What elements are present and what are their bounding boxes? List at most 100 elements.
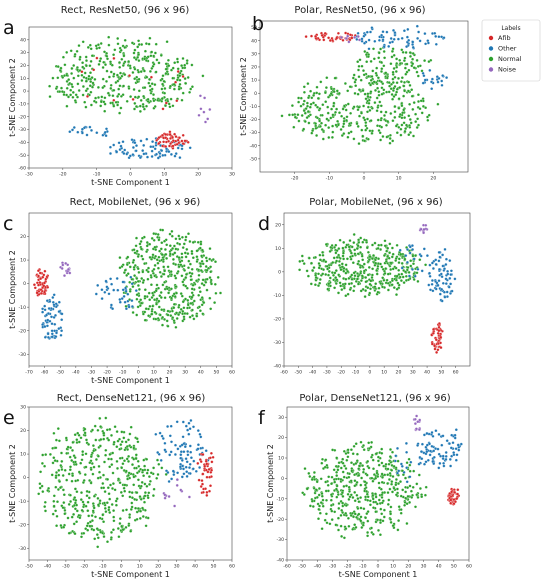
point-normal	[359, 289, 363, 293]
point-normal	[302, 90, 306, 94]
point-normal	[373, 258, 377, 262]
point-other	[181, 435, 185, 439]
point-normal	[311, 129, 315, 133]
point-normal	[345, 243, 349, 247]
point-normal	[372, 80, 376, 84]
point-normal	[122, 84, 126, 88]
point-other	[50, 329, 54, 333]
point-other	[172, 473, 176, 477]
point-afib	[341, 38, 345, 42]
point-normal	[81, 453, 85, 457]
point-normal	[73, 496, 77, 500]
point-normal	[132, 88, 136, 91]
point-normal	[69, 446, 73, 450]
point-afib	[39, 277, 43, 281]
point-normal	[330, 482, 333, 486]
point-normal	[138, 304, 142, 308]
point-normal	[411, 57, 415, 61]
point-other	[189, 456, 193, 460]
point-other	[166, 425, 170, 428]
point-afib	[452, 502, 456, 506]
point-normal	[181, 246, 185, 250]
point-noise	[353, 35, 357, 39]
point-normal	[153, 51, 157, 55]
point-normal	[320, 461, 324, 465]
point-normal	[91, 472, 95, 476]
point-normal	[342, 536, 346, 540]
point-other	[425, 450, 429, 454]
point-normal	[394, 257, 398, 260]
point-normal	[182, 315, 186, 319]
point-normal	[353, 512, 357, 516]
point-normal	[145, 250, 149, 254]
point-normal	[379, 80, 383, 84]
point-normal	[328, 522, 332, 526]
point-other	[420, 442, 424, 446]
point-normal	[370, 129, 374, 133]
point-normal	[159, 247, 163, 251]
point-normal	[132, 258, 136, 262]
point-normal	[342, 266, 346, 270]
point-other	[434, 262, 438, 266]
point-normal	[71, 440, 75, 444]
point-normal	[175, 317, 179, 320]
point-normal	[108, 452, 112, 456]
point-normal	[132, 248, 136, 252]
point-other	[455, 453, 459, 457]
point-normal	[412, 262, 415, 266]
point-normal	[190, 267, 194, 271]
point-other	[174, 443, 177, 447]
x-tick-label: -10	[93, 172, 101, 178]
point-normal	[97, 62, 101, 66]
point-other	[50, 315, 53, 319]
point-normal	[356, 108, 360, 112]
point-normal	[161, 228, 165, 232]
point-other	[115, 150, 119, 154]
point-other	[427, 283, 431, 287]
point-normal	[411, 485, 415, 489]
point-normal	[92, 506, 96, 510]
point-normal	[115, 497, 119, 501]
point-normal	[208, 247, 212, 251]
point-normal	[388, 455, 392, 459]
point-normal	[340, 288, 344, 292]
point-other	[438, 255, 442, 259]
point-normal	[157, 462, 161, 466]
point-normal	[396, 281, 400, 285]
point-other	[444, 457, 448, 461]
point-normal	[316, 502, 320, 506]
y-tick-label: 30	[251, 51, 257, 57]
point-normal	[187, 266, 190, 270]
point-normal	[143, 491, 147, 495]
point-normal	[208, 276, 212, 280]
point-normal	[146, 97, 150, 101]
point-normal	[48, 95, 52, 99]
point-normal	[54, 509, 58, 513]
point-normal	[181, 309, 185, 313]
point-normal	[381, 276, 385, 280]
point-afib	[208, 475, 212, 479]
point-normal	[209, 307, 213, 311]
point-other	[112, 288, 116, 292]
point-normal	[426, 115, 429, 119]
point-normal	[135, 313, 139, 317]
point-normal	[364, 97, 368, 101]
point-normal	[123, 268, 127, 272]
point-normal	[182, 242, 186, 246]
point-other	[408, 475, 412, 479]
point-other	[425, 432, 429, 435]
point-afib	[171, 135, 174, 139]
point-normal	[350, 245, 354, 249]
point-other	[194, 469, 198, 473]
point-normal	[379, 138, 383, 142]
point-normal	[84, 64, 88, 68]
point-normal	[88, 64, 92, 68]
point-normal	[417, 100, 420, 103]
point-normal	[378, 100, 382, 104]
x-tick-label: -40	[309, 370, 317, 376]
point-other	[459, 442, 463, 446]
point-other	[188, 466, 191, 470]
point-afib	[176, 70, 180, 73]
point-normal	[380, 67, 384, 71]
point-normal	[89, 455, 93, 459]
